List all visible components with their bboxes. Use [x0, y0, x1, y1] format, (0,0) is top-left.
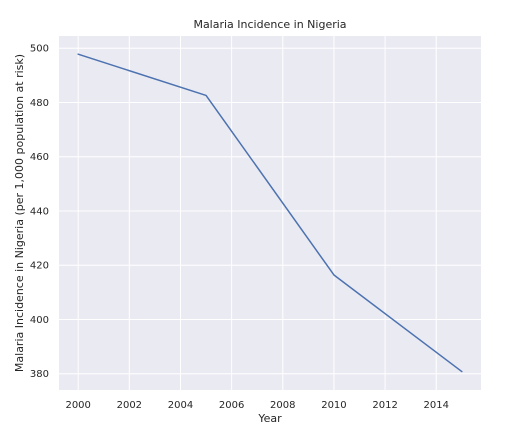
- y-tick-label: 500: [30, 44, 49, 55]
- y-tick-label: 400: [30, 315, 49, 326]
- grid-lines: [59, 36, 481, 390]
- x-axis-label: Year: [257, 412, 282, 425]
- x-tick-label: 2014: [424, 400, 449, 411]
- y-tick-label: 480: [30, 98, 49, 109]
- chart-title: Malaria Incidence in Nigeria: [193, 18, 346, 31]
- y-axis-ticks: 380 400 420 440 460 480 500: [30, 44, 49, 381]
- y-tick-label: 380: [30, 369, 49, 380]
- y-tick-label: 460: [30, 152, 49, 163]
- x-tick-label: 2000: [65, 400, 90, 411]
- x-tick-label: 2004: [168, 400, 193, 411]
- y-axis-label: Malaria Incidence in Nigeria (per 1,000 …: [13, 54, 26, 372]
- x-axis-ticks: 2000 2002 2004 2006 2008 2010 2012 2014: [65, 400, 449, 411]
- x-tick-label: 2006: [219, 400, 244, 411]
- series-group: [77, 53, 463, 373]
- y-tick-label: 440: [30, 206, 49, 217]
- x-tick-label: 2008: [270, 400, 295, 411]
- x-tick-label: 2010: [321, 400, 346, 411]
- x-tick-label: 2012: [372, 400, 397, 411]
- y-tick-label: 420: [30, 261, 49, 272]
- plot-area: [59, 36, 481, 390]
- series-line: [77, 53, 463, 373]
- x-tick-label: 2002: [117, 400, 142, 411]
